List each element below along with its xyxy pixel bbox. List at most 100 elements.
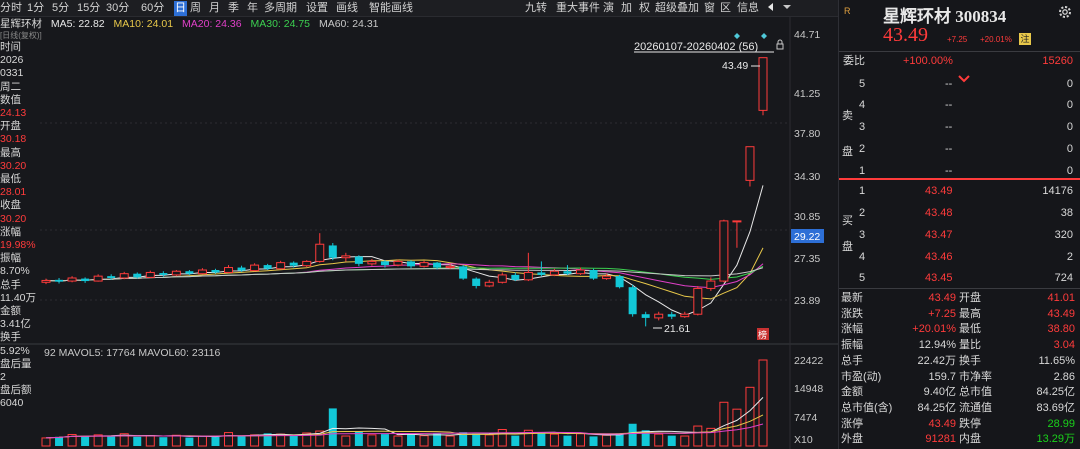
toolbar-item-2[interactable]: 5分	[52, 2, 70, 14]
sell-price: --	[945, 143, 953, 155]
volume-bar	[459, 432, 468, 446]
candle-body	[237, 267, 246, 271]
ma-legend: 星辉环材 MA5: 22.82 MA10: 24.01 MA20: 24.36 …	[0, 17, 790, 31]
stat-value: 38.80	[1047, 323, 1075, 336]
sell-price: --	[945, 99, 953, 111]
toolbar-item-0[interactable]: 分时	[0, 2, 22, 14]
sell-row-1[interactable]: 1 -- 0	[839, 163, 1080, 179]
toolbar-right-item-6[interactable]: 窗	[704, 2, 715, 14]
volume-axis-label: 14948	[794, 383, 823, 395]
chart-toolbar: 分时 1分 5分 15分 30分 60分日周月季年多周期 设置 画线 智能画线 九转 重大事件演加权…	[0, 0, 838, 17]
toolbar-item-12[interactable]: 设置	[306, 2, 328, 14]
info-label-after-amt: 盘后额	[0, 384, 32, 397]
toolbar-item-1[interactable]: 1分	[27, 2, 45, 14]
toolbar-right-item-7[interactable]: 区	[720, 2, 731, 14]
buy-row-1[interactable]: 1 43.49 14176	[839, 183, 1080, 199]
info-label-amplitude: 振幅	[0, 252, 21, 265]
toolbar-right-item-1[interactable]: 重大事件	[556, 2, 600, 14]
price-axis-label: 41.25	[794, 88, 820, 100]
stat-label: 开盘	[959, 292, 981, 304]
toolbar-item-3[interactable]: 15分	[77, 2, 101, 14]
toolbar-item-7[interactable]: 周	[190, 2, 201, 14]
buy-row-4[interactable]: 4 43.46 2	[839, 249, 1080, 265]
price-change: +7.25	[947, 35, 968, 44]
stat-value: 9.40亿	[923, 386, 956, 399]
volume-bar	[628, 423, 637, 446]
volume-bar	[289, 435, 298, 446]
sell-side-label: 卖 盘	[842, 98, 853, 170]
stock-title: 星辉环材 300834	[883, 7, 1007, 26]
info-value-date: 0331	[0, 67, 24, 80]
volume-bar	[159, 437, 168, 446]
toolbar-item-13[interactable]: 画线	[336, 2, 358, 14]
toolbar-item-5[interactable]: 60分	[141, 2, 165, 14]
volume-bar	[250, 434, 260, 447]
toolbar-item-8[interactable]: 月	[209, 2, 220, 14]
volume-bar	[41, 437, 51, 447]
stat-label: 振幅	[841, 339, 863, 352]
sell-row-2[interactable]: 2 -- 0	[839, 141, 1080, 157]
toolbar-item-4[interactable]: 30分	[106, 2, 130, 14]
sell-volume: 0	[1066, 165, 1073, 177]
kline-chart[interactable]: 44.71 41.25 37.80 34.30 30.85 27.35 23.89 29.22…	[0, 0, 838, 449]
candle-body	[380, 261, 389, 266]
toolbar-right-item-4[interactable]: 权	[639, 2, 650, 14]
price-axis-label: 27.35	[794, 253, 820, 265]
settings-gear-icon[interactable]	[1057, 4, 1073, 20]
toolbar-right-item-8[interactable]: 信息	[737, 2, 759, 14]
buy-row-2[interactable]: 2 43.48 38	[839, 205, 1080, 221]
sell-row-5[interactable]: 5 -- 0	[839, 76, 1080, 92]
buy-row-3[interactable]: 3 43.47 320	[839, 227, 1080, 243]
candle-body	[628, 287, 637, 315]
stat-label: 最低	[959, 323, 981, 336]
toolbar-right-item-5[interactable]: 超级叠加	[655, 2, 699, 14]
candle-body	[706, 280, 716, 289]
buy-volume: 2	[1066, 251, 1073, 263]
stat-row: 涨停 43.49 跌停 28.99	[839, 416, 1080, 432]
buy-price: 43.46	[925, 251, 953, 263]
collapse-chevron-icon[interactable]	[957, 74, 971, 84]
volume-bar	[433, 433, 442, 446]
stat-value: 83.69亿	[1036, 401, 1075, 414]
back-arrow-icon[interactable]	[765, 1, 777, 16]
toolbar-item-14[interactable]: 智能画线	[369, 2, 413, 14]
stat-label: 涨停	[841, 417, 863, 430]
toolbar-item-10[interactable]: 年	[247, 2, 258, 14]
volume-bar	[107, 436, 116, 446]
toolbar-right-item-3[interactable]: 加	[621, 2, 632, 14]
info-value-close: 30.20	[0, 212, 27, 225]
volume-bar	[445, 435, 455, 447]
candle-body	[67, 277, 77, 282]
candle-body	[459, 266, 468, 279]
price-axis-label: 23.89	[794, 295, 820, 307]
toolbar-item-9[interactable]: 季	[228, 2, 239, 14]
sell-row-3[interactable]: 3 -- 0	[839, 119, 1080, 135]
stat-row: 市盈(动) 159.7 市净率 2.86	[839, 369, 1080, 385]
candle-body	[93, 275, 103, 282]
volume-bar	[641, 430, 650, 446]
stat-row: 涨幅 +20.01% 最低 38.80	[839, 321, 1080, 337]
stat-value: 43.49	[928, 417, 956, 430]
sell-row-4[interactable]: 4 -- 0	[839, 97, 1080, 113]
candle-body	[758, 57, 768, 111]
candle-body	[641, 314, 650, 318]
sell-label-char-1: 卖	[842, 110, 853, 122]
buy-row-5[interactable]: 5 43.45 724	[839, 270, 1080, 286]
candle-body	[328, 245, 337, 258]
sell-price: --	[945, 121, 953, 133]
buy-level: 5	[859, 272, 866, 284]
toolbar-right-item-2[interactable]: 演	[603, 2, 614, 14]
chevron-down-icon[interactable]	[782, 1, 792, 16]
weibi-label: 委比	[843, 55, 865, 67]
high-price-label: 43.49	[722, 60, 748, 72]
order-book-divider	[839, 178, 1080, 180]
toolbar-item-11[interactable]: 多周期	[264, 2, 297, 14]
volume-bar	[67, 433, 77, 447]
ma60-line	[45, 267, 764, 282]
toolbar-item-6[interactable]: 日	[174, 1, 187, 16]
toolbar-right-item-0[interactable]: 九转	[525, 2, 547, 14]
candle-body	[55, 279, 64, 282]
buy-volume: 14176	[1042, 185, 1073, 197]
buy-price: 43.48	[925, 207, 953, 219]
stat-value: 3.04	[1053, 339, 1075, 352]
